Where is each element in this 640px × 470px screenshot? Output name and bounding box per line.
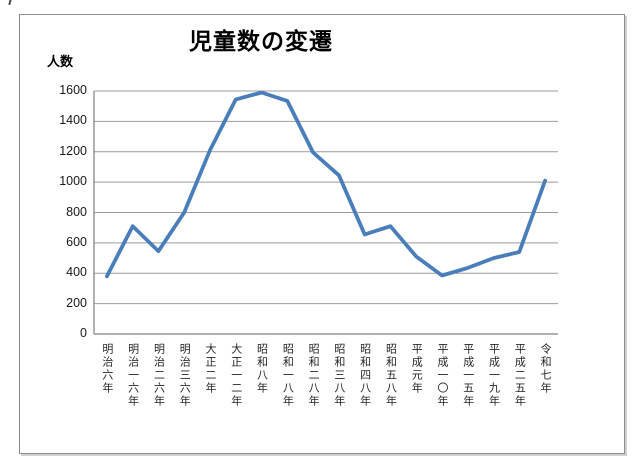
x-axis-category-label: 令和七年 — [539, 343, 552, 395]
x-axis-category-label: 平成一九年 — [487, 343, 500, 408]
y-axis-tick-label: 200 — [66, 295, 87, 310]
y-axis-tick-label: 1600 — [59, 83, 87, 97]
x-axis-category-label: 昭和五八年 — [384, 343, 397, 408]
x-axis-category-label: 明治三六年 — [178, 343, 191, 408]
y-axis-tick-label: 0 — [80, 326, 87, 340]
chart-title: 児童数の変遷 — [189, 28, 333, 54]
y-axis-title: 人数 — [47, 54, 74, 69]
x-axis-category-label: 昭和三八年 — [332, 343, 345, 408]
x-axis-category-label: 平成一〇年 — [436, 343, 448, 408]
x-axis-category-label: 大正一二年 — [229, 343, 242, 408]
x-axis-category-label: 昭和一八年 — [281, 343, 294, 408]
y-axis-tick-label: 1000 — [59, 174, 87, 189]
x-axis-category-label: 平成一五年 — [461, 343, 474, 408]
y-axis-tick-label: 400 — [66, 265, 87, 280]
x-axis-category-label: 大正二年 — [204, 343, 216, 395]
x-axis-category-label: 昭和八年 — [255, 343, 268, 395]
y-axis-tick-label: 1400 — [59, 113, 87, 128]
data-series-line — [105, 90, 547, 279]
x-axis-category-label: 明治一六年 — [126, 343, 139, 408]
x-axis-category-label: 昭和四八年 — [358, 343, 371, 408]
x-axis-category-label: 昭和二八年 — [307, 343, 320, 408]
y-axis-tick-label: 800 — [66, 204, 87, 219]
y-axis-tick-label: 1200 — [59, 143, 87, 158]
y-axis-tick-label: 600 — [66, 234, 87, 249]
chart-frame — [19, 14, 625, 454]
x-axis-category-label: 明治二六年 — [152, 343, 165, 408]
x-axis-category-label: 明治六年 — [100, 343, 113, 395]
x-axis-category-label: 平成二五年 — [513, 343, 526, 408]
x-axis-category-label: 平成元年 — [410, 343, 423, 395]
